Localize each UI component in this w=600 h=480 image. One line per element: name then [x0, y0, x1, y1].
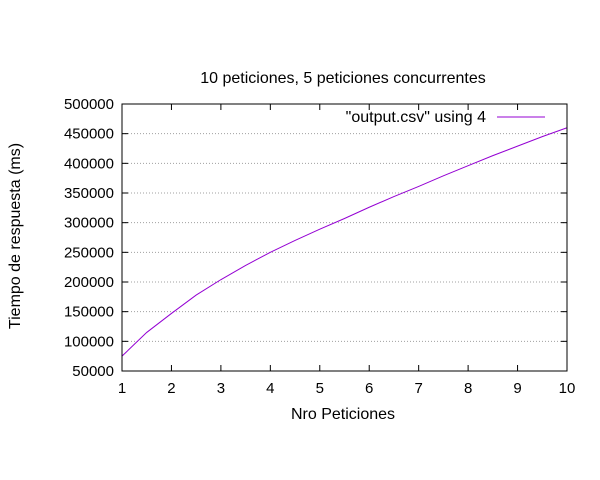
y-tick-label: 100000: [64, 333, 114, 350]
x-tick-label: 5: [316, 380, 324, 397]
axis-ticks: 5000010000015000020000025000030000035000…: [64, 96, 575, 397]
plot-frame: [121, 103, 568, 372]
y-tick-label: 50000: [72, 363, 114, 380]
y-tick-label: 200000: [64, 274, 114, 291]
x-tick-label: 2: [167, 380, 175, 397]
x-tick-label: 7: [414, 380, 422, 397]
y-tick-label: 400000: [64, 155, 114, 172]
y-tick-label: 250000: [64, 244, 114, 261]
y-tick-label: 150000: [64, 304, 114, 321]
x-tick-label: 10: [559, 380, 576, 397]
legend-label: "output.csv" using 4: [346, 109, 486, 126]
series-layer: [121, 127, 568, 357]
x-tick-label: 4: [266, 380, 274, 397]
x-tick-label: 8: [464, 380, 472, 397]
y-tick-label: 350000: [64, 185, 114, 202]
y-tick-label: 500000: [64, 96, 114, 113]
y-tick-label: 450000: [64, 126, 114, 143]
series-line: [121, 127, 568, 357]
legend: "output.csv" using 4: [346, 109, 545, 126]
x-tick-label: 9: [513, 380, 521, 397]
y-axis-title: Tiempo de respuesta (ms): [7, 143, 24, 329]
x-tick-label: 3: [217, 380, 225, 397]
chart-title: 10 peticiones, 5 peticiones concurrentes: [200, 70, 486, 87]
x-tick-label: 1: [118, 380, 126, 397]
x-tick-label: 6: [365, 380, 373, 397]
y-tick-label: 300000: [64, 215, 114, 232]
x-axis-title: Nro Peticiones: [291, 406, 395, 423]
grid: [122, 133, 567, 342]
